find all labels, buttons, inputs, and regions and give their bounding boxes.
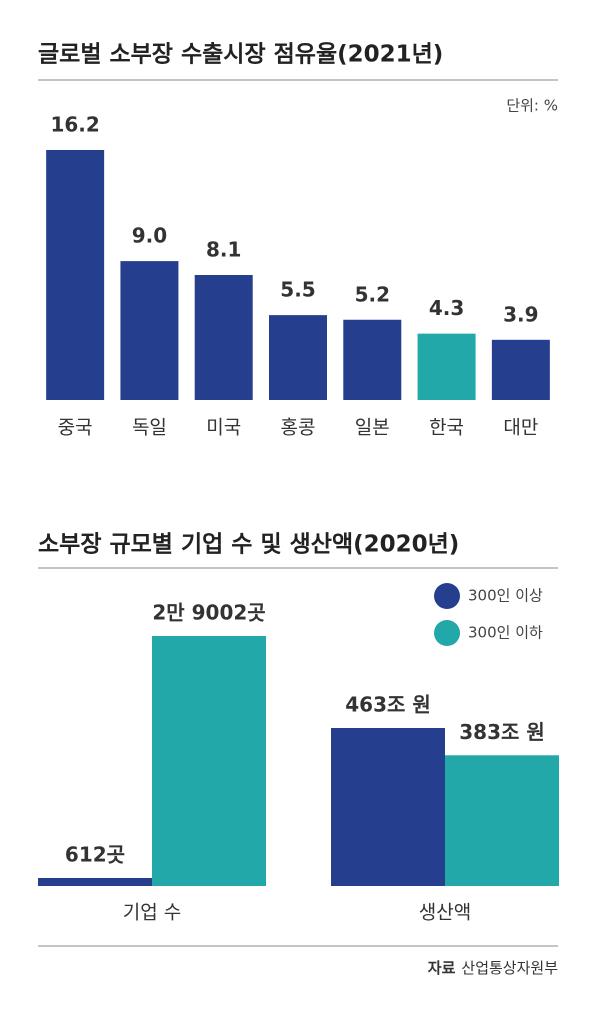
legend-label: 300인 이하 (468, 624, 543, 642)
bar (120, 261, 179, 400)
x-tick-label: 대만 (503, 417, 538, 439)
bar (491, 339, 550, 400)
value-label: 612곳 (65, 843, 125, 867)
bar (331, 728, 445, 886)
legend-swatch (434, 583, 460, 609)
value-label: 2만 9002곳 (152, 601, 265, 625)
bar (417, 333, 476, 400)
x-tick-label: 독일 (132, 417, 167, 439)
x-tick-label: 한국 (429, 417, 464, 439)
value-label: 463조 원 (345, 693, 431, 717)
legend-label: 300인 이상 (468, 587, 543, 605)
chart-title: 글로벌 소부장 수출시장 점유율(2021년) (38, 42, 443, 68)
bar (38, 878, 152, 886)
value-label: 383조 원 (459, 720, 545, 744)
value-label: 16.2 (50, 113, 99, 137)
x-tick-label: 기업 수 (123, 902, 181, 924)
value-label: 8.1 (206, 238, 241, 262)
unit-label: 단위: % (506, 97, 558, 115)
x-tick-label: 중국 (58, 417, 93, 439)
x-tick-label: 생산액 (419, 902, 471, 924)
value-label: 9.0 (132, 224, 167, 248)
x-tick-label: 일본 (355, 417, 390, 439)
source-label: 자료 (428, 959, 456, 977)
value-label: 3.9 (503, 302, 538, 326)
bar (445, 755, 559, 886)
bar (269, 315, 327, 400)
bar (152, 636, 266, 886)
value-label: 4.3 (429, 296, 464, 320)
bar (343, 319, 402, 400)
x-tick-label: 홍콩 (281, 417, 316, 439)
value-label: 5.5 (280, 278, 315, 302)
value-label: 5.2 (355, 282, 390, 306)
bar (46, 150, 105, 400)
x-tick-label: 미국 (206, 417, 241, 439)
chart-title: 소부장 규모별 기업 수 및 생산액(2020년) (38, 532, 459, 558)
legend-swatch (434, 620, 460, 646)
bar (194, 275, 253, 400)
source: 자료 산업통상자원부 (428, 959, 558, 977)
source-name: 산업통상자원부 (461, 959, 558, 977)
